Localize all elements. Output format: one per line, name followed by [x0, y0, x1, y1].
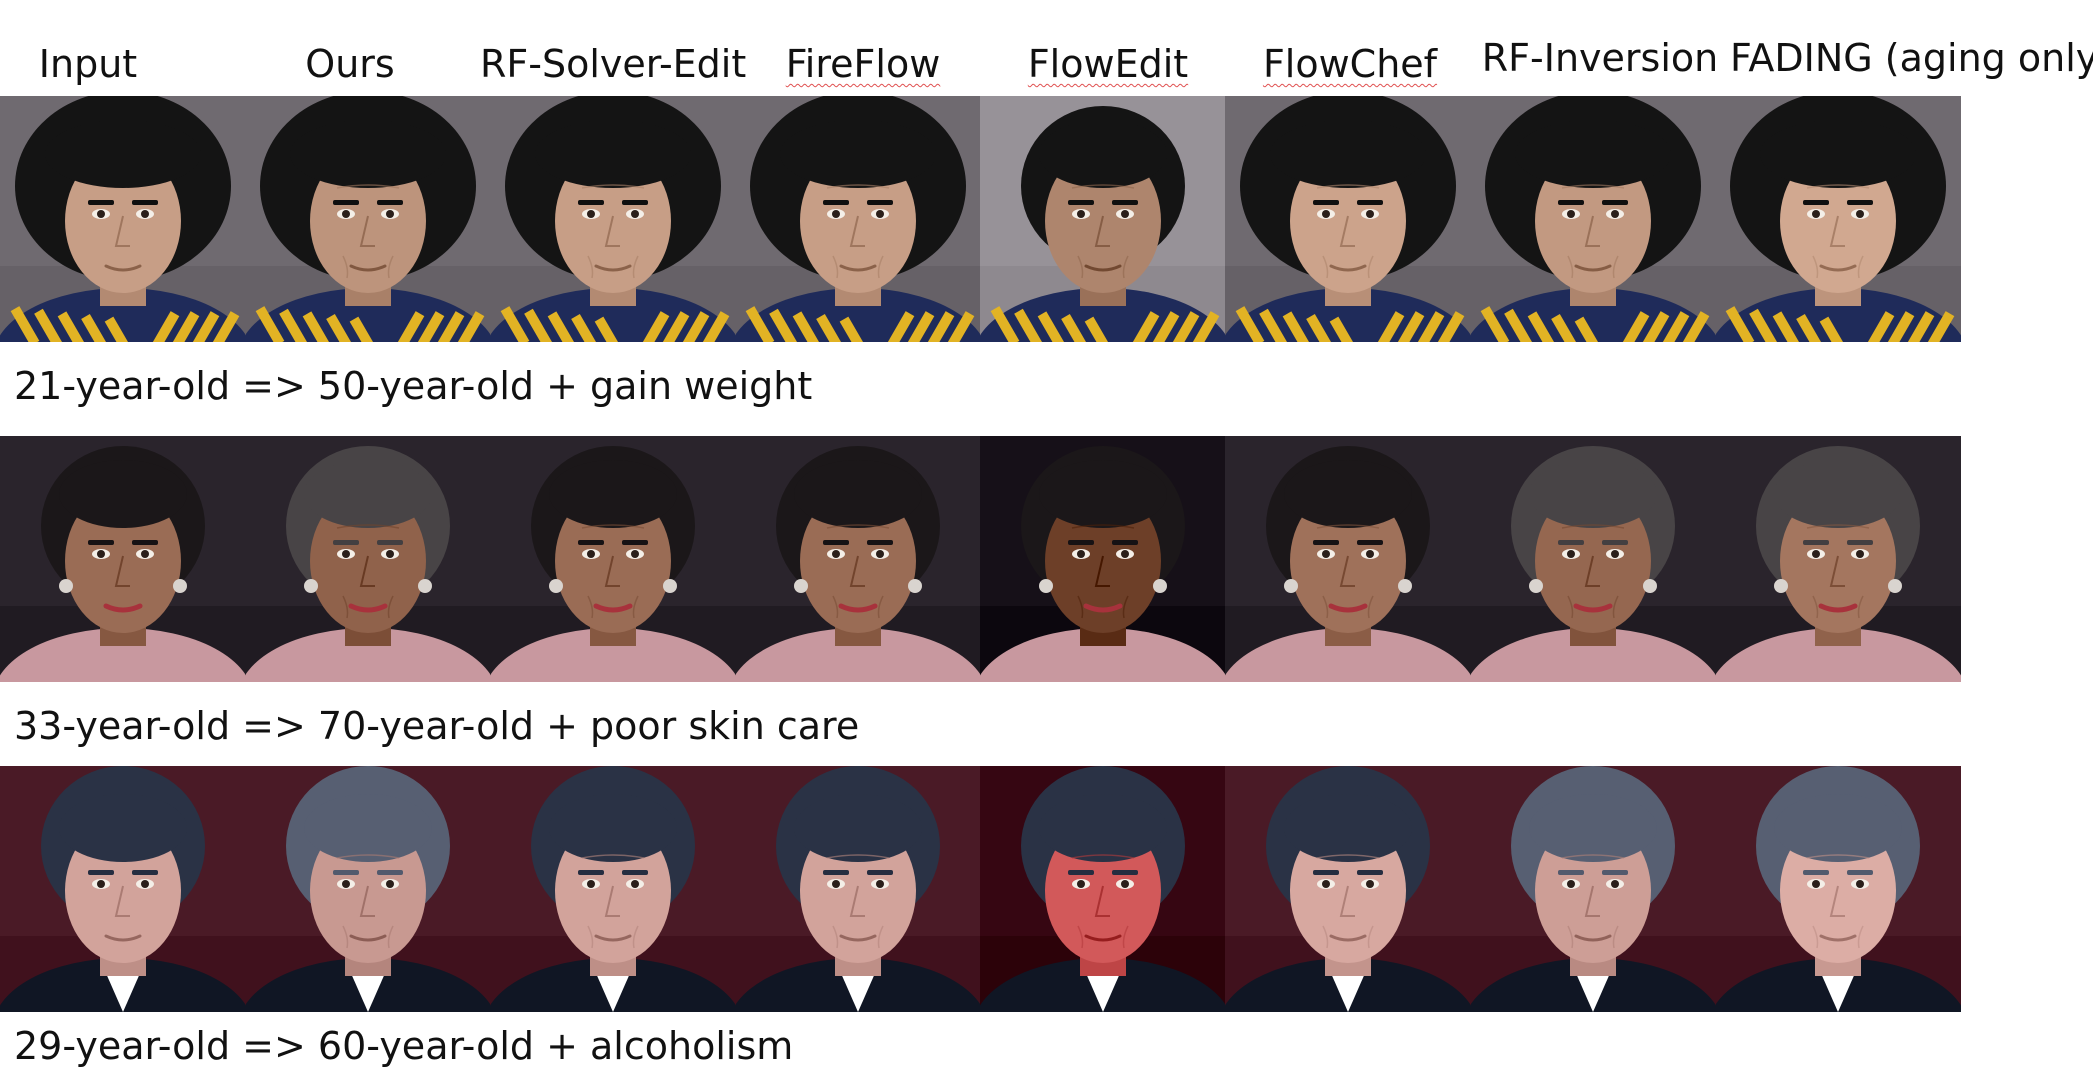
- row-caption-2: 33-year-old => 70-year-old + poor skin c…: [14, 704, 860, 748]
- portrait-image: [1715, 436, 1961, 682]
- portrait-illustration: [1715, 436, 1961, 682]
- portrait-image: [0, 436, 246, 682]
- portrait-image: [245, 96, 491, 342]
- portrait-illustration: [0, 766, 246, 1012]
- column-header-flowedit: FlowEdit: [1027, 42, 1189, 86]
- portrait-image: [1715, 96, 1961, 342]
- portrait-image: [735, 766, 981, 1012]
- column-header-rf-solver-edit: RF-Solver-Edit: [480, 42, 747, 86]
- portrait-image: [735, 96, 981, 342]
- portrait-image: [980, 436, 1226, 682]
- portrait-illustration: [1470, 436, 1716, 682]
- portrait-image: [1225, 96, 1471, 342]
- portrait-illustration: [1715, 766, 1961, 1012]
- portrait-illustration: [1225, 766, 1471, 1012]
- portrait-image: [1225, 436, 1471, 682]
- portrait-illustration: [735, 766, 981, 1012]
- portrait-image: [1470, 436, 1716, 682]
- portrait-illustration: [1715, 96, 1961, 342]
- portrait-image: [245, 766, 491, 1012]
- portrait-image: [490, 436, 736, 682]
- portrait-illustration: [245, 96, 491, 342]
- portrait-illustration: [245, 766, 491, 1012]
- portrait-illustration: [490, 96, 736, 342]
- portrait-illustration: [490, 436, 736, 682]
- portrait-image: [0, 766, 246, 1012]
- portrait-image: [980, 766, 1226, 1012]
- portrait-image: [490, 766, 736, 1012]
- portrait-image: [0, 96, 246, 342]
- portrait-illustration: [1470, 96, 1716, 342]
- portrait-illustration: [0, 96, 246, 342]
- column-header-fading: FADING (aging only): [1730, 36, 2093, 80]
- row-caption-3: 29-year-old => 60-year-old + alcoholism: [14, 1024, 794, 1068]
- portrait-illustration: [1470, 766, 1716, 1012]
- column-header-fireflow: FireFlow: [785, 42, 941, 86]
- portrait-image: [1470, 96, 1716, 342]
- portrait-illustration: [1225, 96, 1471, 342]
- portrait-illustration: [980, 766, 1226, 1012]
- portrait-image: [1470, 766, 1716, 1012]
- row-caption-1: 21-year-old => 50-year-old + gain weight: [14, 364, 813, 408]
- portrait-illustration: [735, 436, 981, 682]
- portrait-illustration: [245, 436, 491, 682]
- portrait-image: [1715, 766, 1961, 1012]
- portrait-illustration: [980, 96, 1226, 342]
- portrait-illustration: [0, 436, 246, 682]
- portrait-image: [735, 436, 981, 682]
- column-header-flowchef: FlowChef: [1262, 42, 1438, 86]
- portrait-illustration: [980, 436, 1226, 682]
- portrait-image: [980, 96, 1226, 342]
- portrait-illustration: [735, 96, 981, 342]
- portrait-image: [245, 436, 491, 682]
- column-header-input: Input: [38, 42, 138, 86]
- portrait-illustration: [490, 766, 736, 1012]
- column-header-ours: Ours: [305, 42, 395, 86]
- column-header-rf-inversion: RF-Inversion: [1481, 36, 1719, 80]
- portrait-image: [490, 96, 736, 342]
- portrait-illustration: [1225, 436, 1471, 682]
- portrait-image: [1225, 766, 1471, 1012]
